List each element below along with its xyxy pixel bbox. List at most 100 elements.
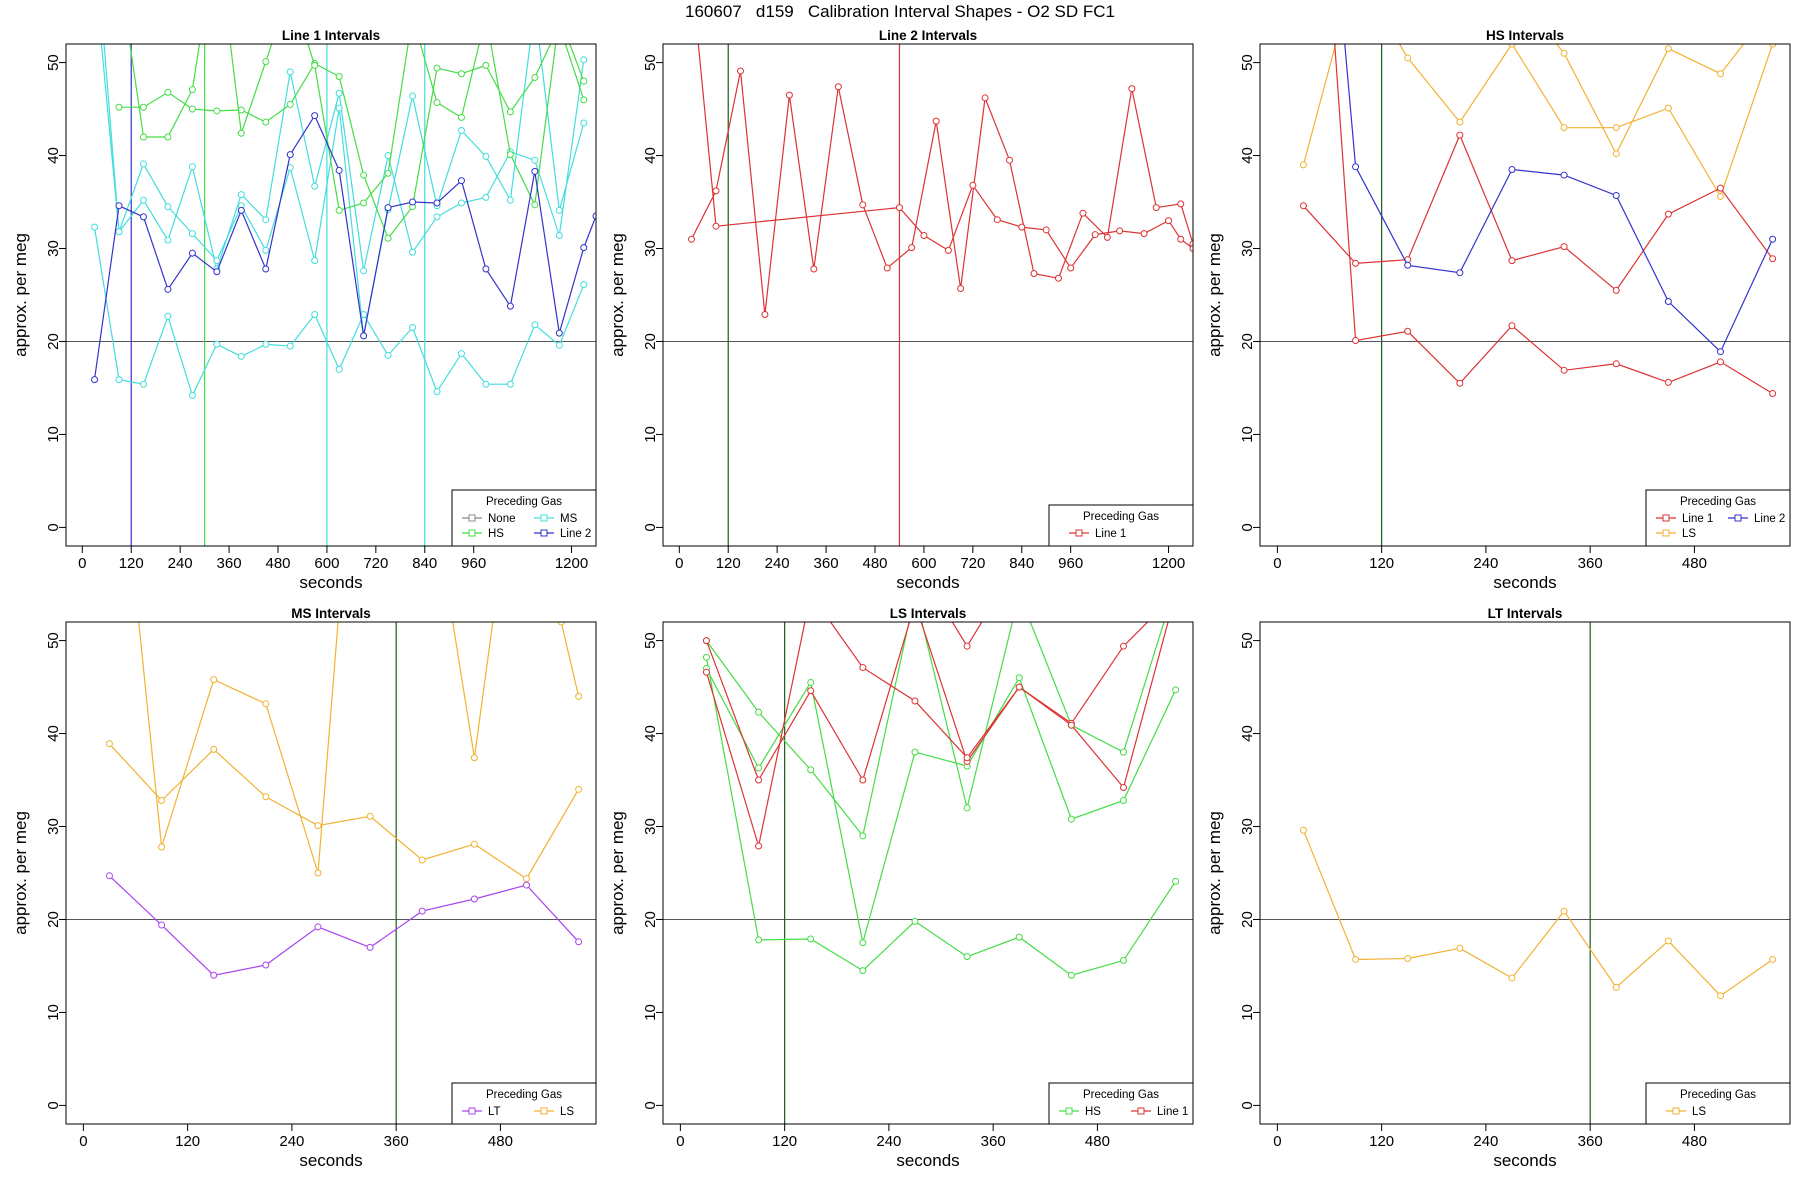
- y-tick-label: 10: [642, 426, 659, 443]
- data-point: [1769, 44, 1777, 48]
- data-point: [433, 199, 441, 207]
- data-point: [1508, 257, 1516, 265]
- data-point: [1177, 235, 1185, 243]
- y-tick-label: 20: [642, 333, 659, 350]
- data-point: [188, 391, 196, 399]
- data-point: [139, 160, 147, 168]
- data-point: [158, 843, 166, 851]
- data-point: [115, 228, 123, 236]
- data-point: [213, 340, 221, 348]
- data-point: [482, 193, 490, 201]
- x-tick-label: 0: [78, 555, 86, 572]
- x-tick-label: 0: [79, 1133, 87, 1150]
- y-tick-label: 0: [45, 523, 62, 531]
- data-point: [1612, 360, 1620, 368]
- panel-title: MS Intervals: [291, 606, 371, 621]
- data-point: [335, 166, 343, 174]
- data-point: [580, 244, 588, 252]
- plot-frame: [662, 621, 1194, 1125]
- data-point: [457, 126, 465, 134]
- data-point: [433, 388, 441, 396]
- data-point: [158, 921, 166, 929]
- data-point: [482, 61, 490, 69]
- data-point: [785, 91, 793, 99]
- data-point: [1152, 204, 1160, 212]
- legend-entry-line-2: Line 2: [560, 528, 591, 540]
- y-tick-label: 50: [1239, 632, 1256, 649]
- y-tick-label: 10: [45, 426, 62, 443]
- data-point: [1664, 298, 1672, 306]
- legend-title: Preceding Gas: [486, 1089, 562, 1101]
- y-tick-label: 0: [1239, 523, 1256, 531]
- data-point: [1404, 261, 1412, 269]
- x-tick-label: 120: [772, 1133, 797, 1150]
- data-point: [1456, 131, 1464, 139]
- data-point: [1067, 971, 1075, 979]
- plot-area: [1260, 44, 1790, 546]
- data-point: [418, 856, 426, 864]
- series-line-ls: [138, 622, 339, 874]
- legend-swatch-marker: [1734, 514, 1742, 522]
- data-point: [286, 342, 294, 350]
- data-point: [213, 268, 221, 276]
- legend-title: Preceding Gas: [1680, 496, 1756, 508]
- y-tick-label: 30: [642, 818, 659, 835]
- panel-title: LS Intervals: [890, 606, 967, 621]
- data-point: [807, 687, 815, 695]
- x-tick-label: 960: [461, 555, 486, 572]
- data-point: [1119, 642, 1127, 650]
- data-point: [1404, 54, 1412, 62]
- data-point: [335, 104, 343, 112]
- data-point: [969, 181, 977, 189]
- data-point: [188, 230, 196, 238]
- x-tick-label: 840: [1009, 555, 1034, 572]
- y-tick-label: 50: [1239, 54, 1256, 71]
- data-point: [188, 249, 196, 257]
- x-tick-label: 120: [716, 555, 741, 572]
- data-point: [1716, 348, 1724, 356]
- data-point: [1103, 233, 1111, 241]
- data-point: [457, 113, 465, 121]
- x-tick-label: 720: [363, 555, 388, 572]
- data-point: [1299, 161, 1307, 169]
- data-point: [335, 89, 343, 97]
- data-point: [1119, 748, 1127, 756]
- data-point: [1560, 124, 1568, 132]
- panel-title: Line 1 Intervals: [282, 28, 380, 43]
- data-point: [755, 776, 763, 784]
- data-point: [1067, 264, 1075, 272]
- data-point: [761, 311, 769, 319]
- legend-swatch-marker: [468, 514, 476, 522]
- y-tick-label: 10: [642, 1004, 659, 1021]
- data-point: [366, 812, 374, 820]
- data-point: [483, 13, 489, 19]
- data-point: [366, 943, 374, 951]
- x-tick-label: 480: [862, 555, 887, 572]
- data-point: [1042, 226, 1050, 234]
- data-point: [575, 785, 583, 793]
- data-point: [445, 591, 451, 597]
- data-point: [237, 191, 245, 199]
- y-axis-label: approx. per meg: [608, 811, 627, 935]
- legend-swatch-marker: [540, 514, 548, 522]
- panel-6: LT Intervals 0 120 240 360 480 0 10 20 30 40 50 seco…: [1205, 606, 1791, 1170]
- data-point: [1664, 378, 1672, 386]
- x-tick-label: 960: [1058, 555, 1083, 572]
- data-point: [311, 311, 319, 319]
- series-line-line-1: [1334, 44, 1773, 395]
- data-point: [139, 133, 147, 141]
- y-tick-label: 50: [642, 54, 659, 71]
- data-point: [262, 265, 270, 273]
- x-tick-label: 360: [1578, 1133, 1603, 1150]
- data-point: [712, 222, 720, 230]
- data-point: [262, 216, 270, 224]
- legend: Preceding Gas LT LS: [451, 1082, 597, 1125]
- data-point: [556, 13, 562, 19]
- data-point: [433, 213, 441, 221]
- data-point: [164, 133, 172, 141]
- plot-frame: [65, 621, 597, 1125]
- data-point: [1456, 944, 1464, 952]
- data-point: [409, 324, 417, 332]
- y-axis-label: approx. per meg: [11, 811, 30, 935]
- x-tick-label: 600: [911, 555, 936, 572]
